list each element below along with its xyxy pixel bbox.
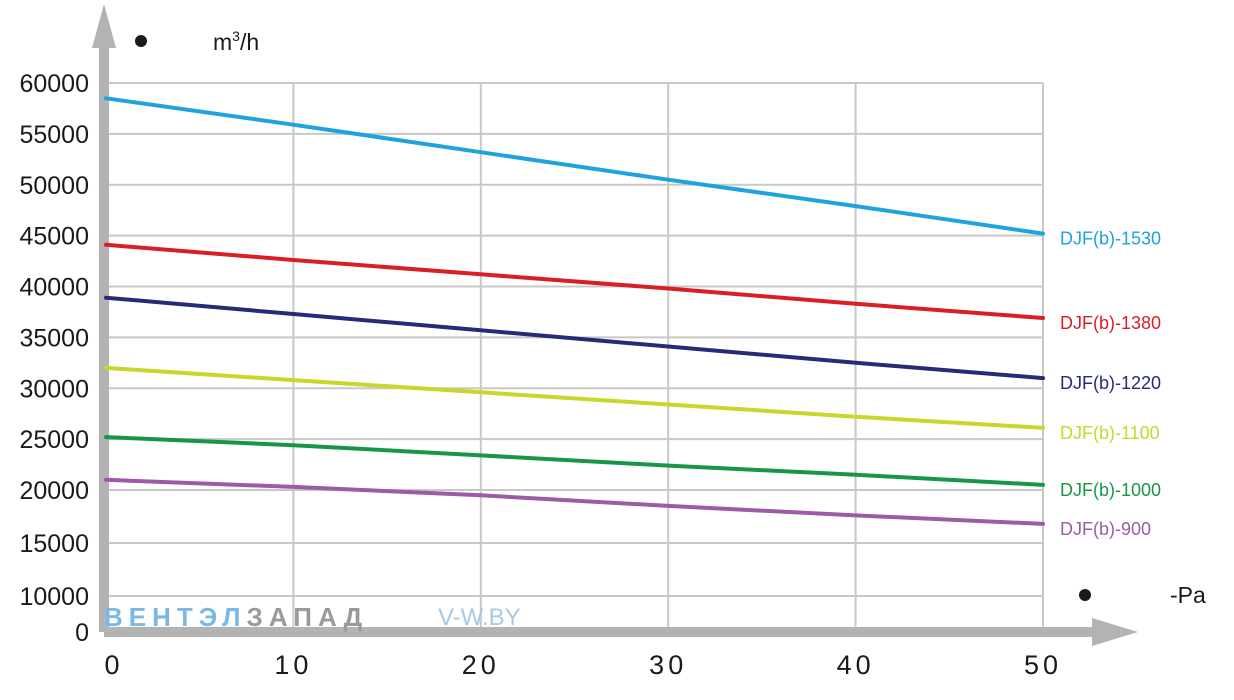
x-tick-label: 0	[104, 650, 123, 680]
axes	[92, 4, 1138, 646]
x-tick-label: 40	[837, 650, 875, 680]
series-line-DJF(b)-1000	[104, 435, 1045, 487]
y-tick-label: 40000	[19, 274, 89, 302]
series-line-DJF(b)-1530	[104, 96, 1045, 236]
series-labels: DJF(b)-1530 DJF(b)-1380 DJF(b)-1220 DJF(b)-…	[1060, 229, 1161, 539]
x-tick-label: 10	[274, 650, 312, 680]
y-tick-label: 0	[75, 619, 89, 647]
x-tick-label: 20	[462, 650, 500, 680]
series-label: DJF(b)-1530	[1060, 229, 1161, 249]
x-tick-label: 30	[649, 650, 687, 680]
y-tick-label: 60000	[19, 70, 89, 98]
x-tick-labels: 0 10 20 30 40 50	[104, 650, 1062, 680]
y-tick-label: 55000	[19, 121, 89, 149]
watermark-brand: ВЕНТЭЛЗАПАД	[104, 602, 368, 632]
series-label: DJF(b)-1000	[1060, 480, 1161, 500]
x-axis-unit-label: -Pa	[1170, 582, 1206, 608]
y-tick-label: 20000	[19, 477, 89, 505]
series-label: DJF(b)-1100	[1060, 423, 1160, 443]
series-line-DJF(b)-1380	[104, 242, 1045, 320]
y-unit-bullet	[135, 35, 147, 47]
y-tick-label: 35000	[19, 324, 89, 352]
watermark-site: V-W.BY	[438, 604, 521, 631]
series-label: DJF(b)-1380	[1060, 313, 1161, 333]
y-tick-label: 50000	[19, 172, 89, 200]
x-tick-label: 50	[1024, 650, 1062, 680]
x-axis-arrowhead	[1092, 618, 1138, 646]
series-line-DJF(b)-900	[104, 477, 1045, 526]
series-label: DJF(b)-1220	[1060, 373, 1161, 393]
y-tick-label: 15000	[19, 530, 89, 558]
y-axis-unit-label: m3/h	[213, 28, 259, 55]
y-tick-label: 45000	[19, 223, 89, 251]
series-line-DJF(b)-1220	[104, 295, 1045, 381]
y-tick-labels: 0 10000 15000 20000 25000 30000 35000 40000 4500…	[19, 70, 89, 647]
y-tick-label: 25000	[19, 426, 89, 454]
series-line-DJF(b)-1100	[104, 365, 1045, 430]
y-tick-label: 30000	[19, 375, 89, 403]
y-axis-arrowhead	[92, 4, 116, 48]
y-tick-label: 10000	[19, 583, 89, 611]
x-unit-bullet	[1079, 589, 1091, 601]
series-label: DJF(b)-900	[1060, 519, 1151, 539]
series-lines	[104, 96, 1045, 526]
